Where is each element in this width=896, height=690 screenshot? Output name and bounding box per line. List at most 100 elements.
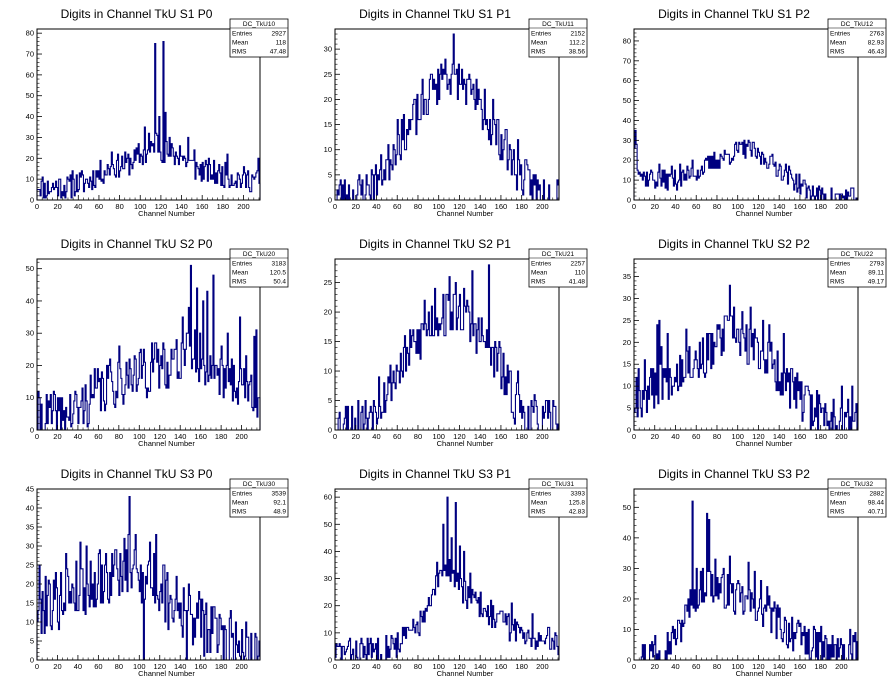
stats-name: DC_TkU30 bbox=[243, 481, 276, 488]
y-tick-label: 10 bbox=[26, 175, 34, 184]
x-tick-label: 160 bbox=[194, 432, 207, 441]
x-tick-label: 0 bbox=[333, 662, 337, 671]
x-axis-label: Channel Number bbox=[138, 439, 195, 448]
stats-label: Entries bbox=[830, 31, 851, 38]
x-tick-label: 180 bbox=[215, 662, 228, 671]
x-tick-label: 160 bbox=[495, 202, 508, 211]
x-tick-label: 200 bbox=[235, 432, 248, 441]
y-tick-label: 40 bbox=[26, 112, 34, 121]
stats-label: RMS bbox=[830, 49, 845, 56]
x-tick-label: 180 bbox=[814, 202, 827, 211]
x-tick-label: 40 bbox=[372, 662, 380, 671]
stats-label: RMS bbox=[232, 279, 247, 286]
plot-frame bbox=[334, 258, 560, 431]
chart-title: Digits in Channel TkU S3 P1 bbox=[359, 467, 511, 481]
y-tick-label: 0 bbox=[627, 426, 631, 435]
y-tick-label: 20 bbox=[324, 601, 332, 610]
stats-value: 2257 bbox=[571, 261, 586, 268]
x-tick-label: 40 bbox=[74, 662, 82, 671]
stats-value: 89.11 bbox=[868, 270, 884, 277]
stats-value: 98.44 bbox=[868, 500, 885, 507]
x-tick-label: 80 bbox=[414, 662, 422, 671]
y-tick-label: 50 bbox=[623, 96, 631, 105]
stats-label: Mean bbox=[830, 270, 847, 277]
stats-box bbox=[528, 478, 588, 518]
x-tick-label: 140 bbox=[474, 202, 487, 211]
x-axis-label: Channel Number bbox=[437, 439, 494, 448]
x-tick-label: 200 bbox=[835, 202, 848, 211]
x-tick-label: 100 bbox=[432, 432, 445, 441]
stats-value: 40.71 bbox=[868, 509, 885, 516]
x-tick-label: 120 bbox=[453, 432, 466, 441]
y-tick-label: 15 bbox=[324, 120, 332, 129]
stats-label: RMS bbox=[232, 49, 247, 56]
stats-value: 42.83 bbox=[569, 509, 586, 516]
y-tick-label: 0 bbox=[627, 656, 631, 665]
y-tick-label: 10 bbox=[324, 145, 332, 154]
x-tick-label: 40 bbox=[671, 662, 679, 671]
x-tick-label: 100 bbox=[432, 662, 445, 671]
y-tick-label: 30 bbox=[324, 574, 332, 583]
x-tick-label: 180 bbox=[215, 432, 228, 441]
y-tick-label: 5 bbox=[328, 170, 332, 179]
histogram-series bbox=[36, 40, 261, 200]
x-tick-label: 120 bbox=[752, 662, 765, 671]
stats-name: DC_TkU12 bbox=[841, 21, 874, 28]
x-tick-label: 40 bbox=[372, 202, 380, 211]
stats-label: Mean bbox=[232, 40, 249, 47]
x-tick-label: 60 bbox=[94, 662, 102, 671]
y-tick-label: 20 bbox=[623, 594, 631, 603]
x-tick-label: 60 bbox=[393, 662, 401, 671]
stats-box bbox=[827, 248, 887, 288]
stats-box bbox=[528, 18, 588, 58]
y-tick-label: 10 bbox=[26, 618, 34, 627]
stats-name: DC_TkU32 bbox=[841, 481, 874, 488]
stats-label: Mean bbox=[232, 270, 249, 277]
y-tick-label: 30 bbox=[623, 136, 631, 145]
y-tick-label: 20 bbox=[324, 95, 332, 104]
stats-value: 120.5 bbox=[270, 270, 287, 277]
y-tick-label: 30 bbox=[26, 329, 34, 338]
x-tick-label: 100 bbox=[134, 202, 147, 211]
x-tick-label: 140 bbox=[773, 202, 786, 211]
y-tick-label: 40 bbox=[324, 547, 332, 556]
x-tick-label: 140 bbox=[773, 432, 786, 441]
stats-value: 48.9 bbox=[273, 509, 286, 516]
x-tick-label: 60 bbox=[692, 432, 700, 441]
stats-value: 50.4 bbox=[273, 279, 286, 286]
stats-label: Entries bbox=[232, 261, 253, 268]
y-tick-label: 10 bbox=[324, 367, 332, 376]
stats-name: DC_TkU22 bbox=[841, 251, 874, 258]
x-tick-label: 160 bbox=[495, 432, 508, 441]
x-tick-label: 80 bbox=[414, 202, 422, 211]
plot-frame bbox=[36, 258, 261, 431]
x-tick-label: 140 bbox=[773, 662, 786, 671]
y-tick-label: 30 bbox=[623, 294, 631, 303]
x-tick-label: 100 bbox=[731, 432, 744, 441]
stats-value: 118 bbox=[276, 40, 287, 47]
stats-label: Entries bbox=[531, 261, 552, 268]
x-tick-label: 40 bbox=[671, 202, 679, 211]
stats-value: 49.17 bbox=[868, 279, 885, 286]
histogram-panel-7: Digits in Channel TkU S3 P00 20 40 60 80 100 1… bbox=[26, 467, 289, 678]
x-tick-label: 120 bbox=[153, 432, 166, 441]
x-axis-label: Channel Number bbox=[736, 209, 793, 218]
stats-label: RMS bbox=[531, 279, 546, 286]
x-tick-label: 200 bbox=[237, 202, 250, 211]
x-tick-label: 100 bbox=[731, 202, 744, 211]
y-tick-label: 10 bbox=[623, 625, 631, 634]
y-tick-label: 10 bbox=[26, 393, 34, 402]
histogram-series bbox=[335, 264, 560, 431]
x-tick-label: 80 bbox=[713, 662, 721, 671]
x-tick-label: 120 bbox=[453, 202, 466, 211]
chart-title: Digits in Channel TkU S2 P2 bbox=[658, 237, 810, 251]
y-tick-label: 25 bbox=[324, 70, 332, 79]
x-tick-label: 40 bbox=[372, 432, 380, 441]
y-tick-label: 50 bbox=[26, 91, 34, 100]
stats-box bbox=[229, 248, 289, 288]
histogram-panel-4: Digits in Channel TkU S2 P00 20 40 60 80 100 1… bbox=[26, 237, 289, 448]
x-tick-label: 160 bbox=[794, 432, 807, 441]
y-tick-label: 15 bbox=[26, 599, 34, 608]
y-tick-label: 50 bbox=[26, 264, 34, 273]
y-tick-label: 70 bbox=[26, 50, 34, 59]
